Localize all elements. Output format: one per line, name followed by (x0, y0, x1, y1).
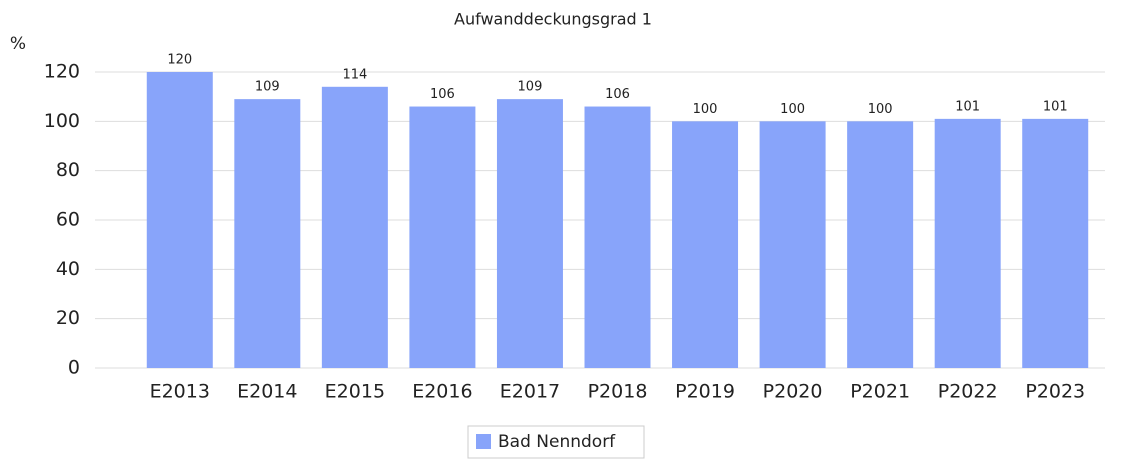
x-tick-label: P2019 (675, 381, 735, 403)
y-tick-label: 80 (56, 159, 80, 181)
y-axis-label: % (10, 34, 26, 54)
value-label: 109 (255, 80, 280, 95)
value-label: 100 (780, 102, 805, 117)
value-label: 100 (868, 102, 893, 117)
y-tick-label: 20 (56, 307, 80, 329)
x-tick-label: E2014 (237, 381, 297, 403)
value-label: 100 (693, 102, 718, 117)
legend-label: Bad Nenndorf (498, 432, 616, 452)
x-tick-label: E2016 (412, 381, 472, 403)
x-tick-label: P2023 (1025, 381, 1085, 403)
x-tick-label: P2018 (588, 381, 648, 403)
x-tick-label: P2021 (850, 381, 910, 403)
y-tick-label: 120 (44, 61, 80, 83)
bar (847, 121, 914, 368)
value-label: 101 (955, 99, 980, 114)
bar (496, 99, 563, 368)
bar (584, 106, 651, 369)
value-label: 109 (518, 80, 543, 95)
legend-swatch (476, 434, 491, 449)
bar (759, 121, 826, 368)
x-tick-label: P2020 (763, 381, 823, 403)
y-tick-label: 100 (44, 110, 80, 132)
bar (409, 106, 476, 369)
bar (321, 86, 388, 369)
value-label: 106 (430, 87, 455, 102)
x-tick-label: E2013 (150, 381, 210, 403)
x-tick-label: P2022 (938, 381, 998, 403)
bar (1022, 118, 1089, 368)
value-label: 106 (605, 87, 630, 102)
value-label: 120 (167, 53, 192, 68)
bar (146, 72, 213, 368)
x-tick-label: E2015 (325, 381, 385, 403)
bar (672, 121, 739, 368)
legend-box (467, 425, 645, 459)
bar (934, 118, 1001, 368)
bar (234, 99, 301, 368)
y-tick-label: 40 (56, 258, 80, 280)
chart-title: Aufwanddeckungsgrad 1 (454, 10, 652, 29)
value-label: 101 (1043, 99, 1068, 114)
y-tick-label: 0 (68, 357, 80, 379)
y-tick-label: 60 (56, 209, 80, 231)
value-label: 114 (342, 67, 367, 82)
x-tick-label: E2017 (500, 381, 560, 403)
